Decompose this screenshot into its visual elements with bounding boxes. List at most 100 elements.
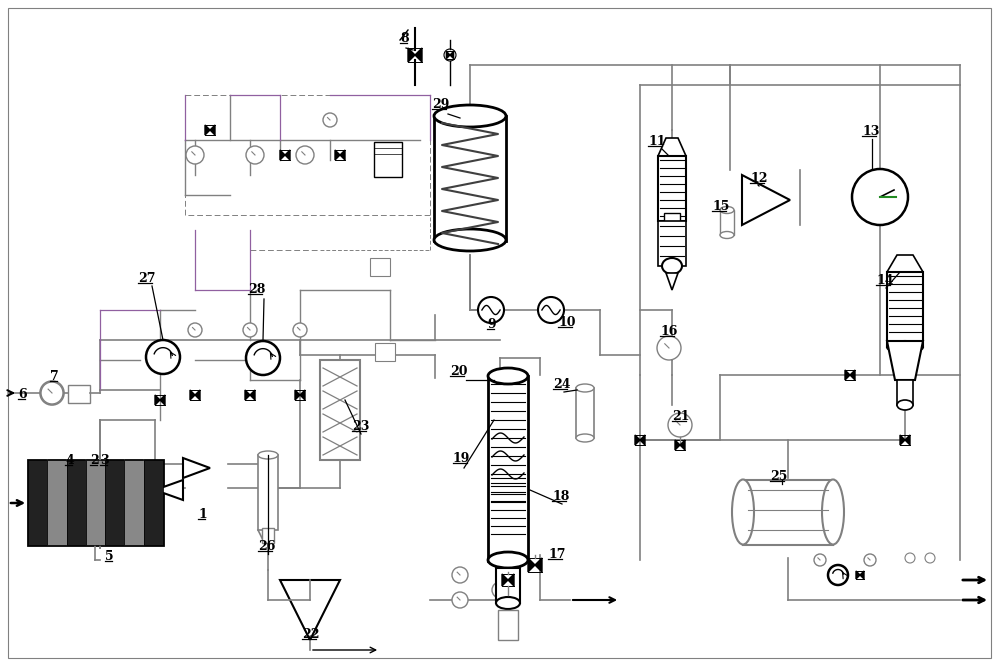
Polygon shape: [502, 574, 508, 586]
Polygon shape: [155, 480, 183, 500]
Polygon shape: [450, 51, 454, 59]
Polygon shape: [210, 125, 215, 135]
Text: 14: 14: [876, 274, 893, 287]
Bar: [887, 272, 923, 347]
Circle shape: [668, 413, 692, 437]
Text: 10: 10: [558, 316, 575, 329]
Polygon shape: [535, 558, 542, 572]
Circle shape: [444, 49, 456, 61]
Circle shape: [186, 146, 204, 164]
Bar: [498, 610, 518, 640]
Circle shape: [243, 323, 257, 337]
Circle shape: [478, 297, 504, 323]
Text: 26: 26: [258, 540, 276, 553]
Bar: [105, 460, 125, 545]
Ellipse shape: [434, 105, 506, 127]
Bar: [496, 568, 520, 603]
Ellipse shape: [887, 341, 923, 353]
Bar: [86, 460, 105, 545]
Bar: [375, 343, 395, 361]
Polygon shape: [658, 138, 686, 156]
Bar: [370, 258, 390, 276]
Polygon shape: [850, 370, 855, 380]
Circle shape: [188, 323, 202, 337]
Text: 17: 17: [548, 548, 565, 561]
Bar: [320, 360, 360, 460]
Ellipse shape: [720, 206, 734, 214]
Polygon shape: [340, 150, 345, 160]
Circle shape: [492, 582, 508, 598]
Ellipse shape: [732, 480, 754, 545]
Text: 5: 5: [105, 550, 114, 563]
Polygon shape: [675, 440, 680, 450]
Circle shape: [323, 113, 337, 127]
Circle shape: [452, 592, 468, 608]
Circle shape: [814, 554, 826, 566]
Bar: [68, 385, 90, 403]
Text: 3: 3: [100, 454, 109, 467]
Text: 22: 22: [302, 628, 320, 641]
Text: 29: 29: [432, 98, 450, 111]
Bar: [262, 528, 274, 543]
Polygon shape: [335, 150, 340, 160]
Bar: [47, 460, 67, 545]
Text: 16: 16: [660, 325, 677, 338]
Ellipse shape: [488, 368, 528, 384]
Text: 2: 2: [90, 454, 99, 467]
Bar: [374, 142, 402, 177]
Polygon shape: [160, 395, 165, 405]
Bar: [743, 480, 833, 545]
Polygon shape: [447, 51, 450, 59]
Text: 4: 4: [65, 454, 74, 467]
Ellipse shape: [496, 597, 520, 609]
Polygon shape: [845, 370, 850, 380]
Polygon shape: [508, 574, 514, 586]
Polygon shape: [295, 390, 300, 400]
Bar: [258, 455, 278, 530]
Bar: [897, 380, 913, 405]
Polygon shape: [408, 48, 415, 62]
Circle shape: [40, 381, 64, 405]
Bar: [125, 460, 144, 545]
Polygon shape: [155, 395, 160, 405]
Polygon shape: [195, 390, 200, 400]
Text: 6: 6: [18, 388, 27, 401]
Text: 7: 7: [50, 370, 59, 383]
Polygon shape: [190, 390, 195, 400]
Ellipse shape: [434, 229, 506, 251]
Circle shape: [538, 297, 564, 323]
Ellipse shape: [488, 552, 528, 568]
Polygon shape: [887, 341, 923, 380]
Circle shape: [657, 336, 681, 360]
Polygon shape: [666, 273, 678, 290]
Ellipse shape: [897, 400, 913, 410]
Polygon shape: [640, 435, 645, 445]
Circle shape: [146, 340, 180, 374]
Polygon shape: [887, 255, 923, 272]
Bar: [658, 156, 686, 221]
Polygon shape: [680, 440, 685, 450]
Ellipse shape: [720, 232, 734, 238]
Polygon shape: [415, 48, 422, 62]
Ellipse shape: [258, 451, 278, 459]
Polygon shape: [860, 571, 864, 579]
Circle shape: [864, 554, 876, 566]
Polygon shape: [285, 150, 290, 160]
Circle shape: [246, 146, 264, 164]
Circle shape: [905, 553, 915, 563]
Ellipse shape: [576, 434, 594, 442]
Polygon shape: [742, 175, 790, 225]
Circle shape: [925, 553, 935, 563]
Ellipse shape: [662, 258, 682, 274]
Bar: [658, 221, 686, 266]
Bar: [488, 376, 528, 561]
Polygon shape: [205, 125, 210, 135]
Text: 11: 11: [648, 135, 665, 148]
Polygon shape: [300, 390, 305, 400]
Text: 13: 13: [862, 125, 879, 138]
Circle shape: [41, 382, 63, 404]
Bar: [576, 388, 594, 438]
Text: 8: 8: [400, 32, 409, 45]
Polygon shape: [280, 580, 340, 640]
Circle shape: [852, 169, 908, 225]
